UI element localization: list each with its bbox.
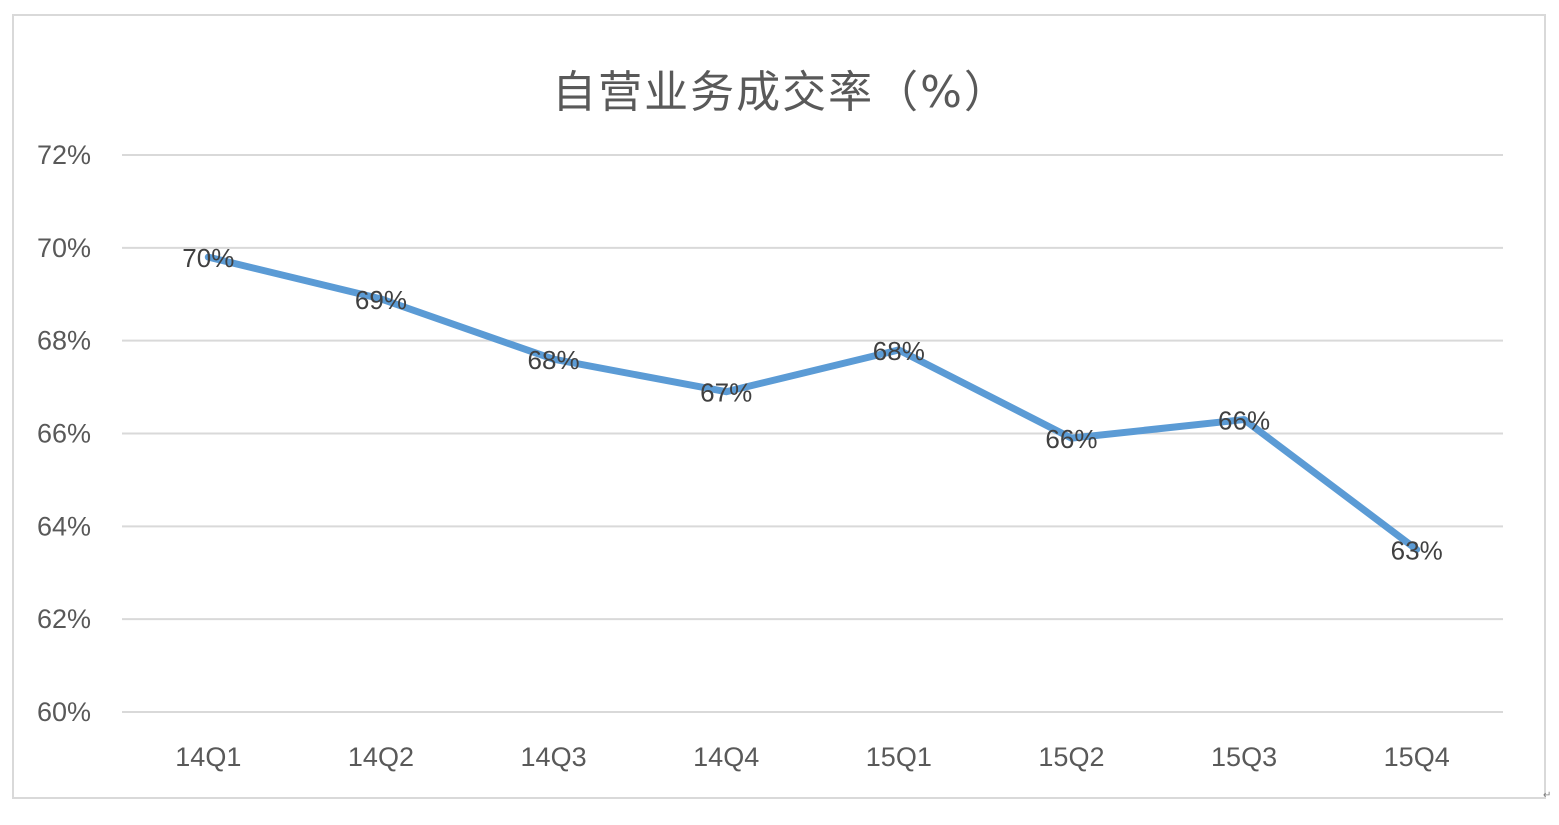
data-point	[723, 388, 730, 395]
x-tick-label: 15Q3	[1211, 742, 1277, 772]
x-tick-label: 15Q2	[1038, 742, 1104, 772]
x-tick-label: 14Q2	[348, 742, 414, 772]
paragraph-mark-icon: ↵	[1543, 790, 1552, 801]
data-label: 63%	[1391, 536, 1443, 566]
data-point	[1068, 435, 1075, 442]
x-axis-tick-labels: 14Q1 14Q2 14Q3 14Q4 15Q1 15Q2 15Q3 15Q4	[175, 742, 1449, 772]
gridlines	[122, 154, 1503, 713]
data-point	[377, 295, 384, 302]
data-point	[1241, 416, 1248, 423]
data-label: 66%	[1218, 406, 1270, 436]
data-point	[550, 356, 557, 363]
data-point	[205, 254, 212, 261]
y-tick-label: 68%	[37, 326, 91, 356]
data-label: 70%	[182, 243, 234, 273]
chart-frame: 自营业务成交率（%）	[12, 14, 1546, 799]
y-tick-label: 64%	[37, 511, 91, 541]
x-tick-label: 15Q4	[1384, 742, 1450, 772]
x-tick-label: 14Q3	[521, 742, 587, 772]
y-tick-label: 62%	[37, 604, 91, 634]
y-axis-tick-labels: 60% 62% 64% 66% 68% 70% 72%	[37, 140, 91, 727]
data-label: 66%	[1045, 424, 1097, 454]
y-tick-label: 70%	[37, 233, 91, 263]
data-label: 68%	[873, 336, 925, 366]
x-tick-label: 15Q1	[866, 742, 932, 772]
series-line	[204, 253, 1421, 554]
chart-title: 自营业务成交率（%）	[552, 67, 1010, 118]
data-point	[1413, 546, 1420, 553]
data-label: 69%	[355, 285, 407, 315]
data-label: 68%	[528, 345, 580, 375]
x-tick-label: 14Q4	[693, 742, 759, 772]
series-line-group	[204, 253, 1421, 554]
y-tick-label: 72%	[37, 140, 91, 170]
data-labels: 70% 69% 68% 67% 68% 66% 66% 63%	[182, 243, 1442, 565]
data-label: 67%	[700, 378, 752, 408]
y-tick-label: 60%	[37, 697, 91, 727]
y-tick-label: 66%	[37, 419, 91, 449]
x-tick-label: 14Q1	[175, 742, 241, 772]
data-point	[895, 346, 902, 353]
